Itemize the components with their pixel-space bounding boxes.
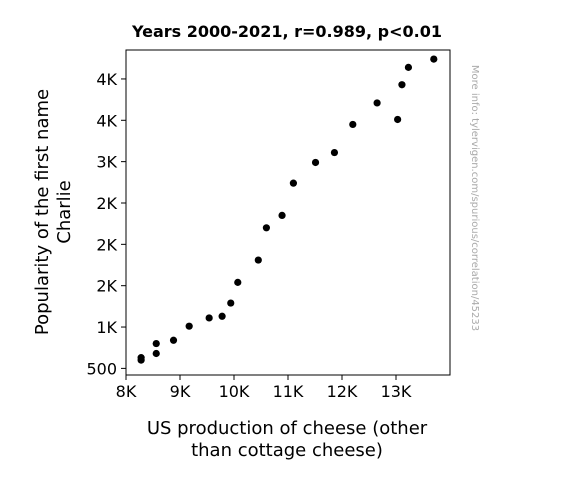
- y-axis-label-line-1: Popularity of the first name: [32, 89, 53, 335]
- x-axis-label-line-1: US production of cheese (other: [147, 418, 428, 439]
- data-point: [254, 256, 262, 264]
- y-axis-label-line-2: Charlie: [54, 180, 75, 243]
- x-tick-label: 13K: [381, 382, 412, 401]
- data-point: [289, 179, 297, 187]
- x-tick-label: 10K: [219, 382, 250, 401]
- x-tick-label: 11K: [273, 382, 304, 401]
- y-tick-label: 4K: [96, 111, 117, 130]
- y-tick-label: 4K: [96, 70, 117, 89]
- data-point: [205, 314, 213, 322]
- scatter-points: [137, 55, 438, 364]
- y-tick-label: 2K: [96, 235, 117, 254]
- data-point: [349, 120, 357, 129]
- data-point: [152, 349, 160, 358]
- data-point: [227, 299, 235, 307]
- y-tick-label: 1K: [96, 318, 117, 337]
- x-axis-label-line-2: than cottage cheese): [191, 440, 383, 461]
- y-tick-label: 2K: [96, 277, 117, 296]
- data-point: [404, 63, 413, 71]
- data-point: [373, 99, 381, 107]
- data-point: [262, 224, 270, 232]
- y-tick-label: 3K: [96, 153, 117, 172]
- data-point: [185, 322, 193, 330]
- data-point: [278, 211, 286, 219]
- y-axis-label: Popularity of the first name Charlie: [32, 89, 75, 335]
- data-point: [394, 115, 402, 124]
- x-axis: 8K 9K 10K 11K 12K 13K: [116, 375, 412, 401]
- watermark: More info: tylervigen.com/spurious/corre…: [469, 65, 480, 331]
- data-point: [398, 81, 406, 89]
- x-tick-label: 9K: [170, 382, 191, 401]
- data-point: [152, 339, 160, 348]
- data-point: [430, 55, 438, 63]
- x-tick-label: 12K: [327, 382, 358, 401]
- data-point: [218, 312, 226, 320]
- y-tick-label: 500: [86, 359, 117, 378]
- data-point: [169, 336, 178, 344]
- chart-title: Years 2000-2021, r=0.989, p<0.01: [131, 22, 442, 41]
- watermark-text: More info: tylervigen.com/spurious/corre…: [469, 65, 480, 331]
- data-point: [311, 158, 320, 167]
- y-axis: 500 1K 2K 2K 2K 3K 4K 4K: [86, 70, 126, 378]
- data-point: [330, 148, 339, 157]
- x-tick-label: 8K: [116, 382, 137, 401]
- data-point: [234, 278, 242, 286]
- y-tick-label: 2K: [96, 194, 117, 213]
- data-point: [137, 354, 145, 362]
